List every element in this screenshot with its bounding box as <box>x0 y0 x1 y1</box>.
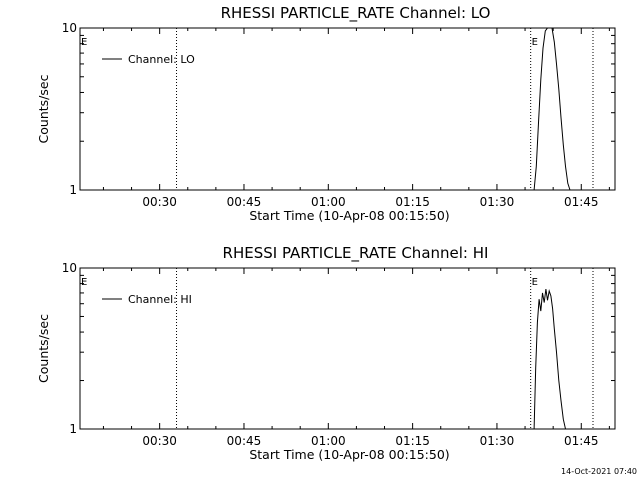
x-tick-label: 01:30 <box>480 434 515 448</box>
y-axis-label: Counts/sec <box>36 314 51 383</box>
eclipse-marker: E <box>81 37 87 48</box>
x-tick-label: 01:30 <box>480 195 515 209</box>
chart-title: RHESSI PARTICLE_RATE Channel: HI <box>223 244 489 263</box>
x-tick-label: 01:00 <box>311 195 346 209</box>
x-tick-label: 01:45 <box>564 195 599 209</box>
plot-frame <box>79 267 616 430</box>
chart-panel-hi: RHESSI PARTICLE_RATE Channel: HI 00:30 00:… <box>36 244 616 462</box>
eclipse-marker: E <box>532 277 538 288</box>
render-timestamp: 14-Oct-2021 07:40 <box>561 467 637 476</box>
x-tick-label: 01:00 <box>311 434 346 448</box>
eclipse-marker: E <box>81 277 87 288</box>
eclipse-marker: E <box>532 37 538 48</box>
x-tick-label: 00:30 <box>142 195 177 209</box>
x-axis-label: Start Time (10-Apr-08 00:15:50) <box>249 208 449 223</box>
y-axis-label: Counts/sec <box>36 74 51 143</box>
series-line <box>533 27 571 191</box>
x-tick-label: 01:15 <box>395 195 430 209</box>
chart-title: RHESSI PARTICLE_RATE Channel: LO <box>221 4 491 23</box>
legend-entry: Channel: HI <box>128 293 192 306</box>
y-tick-label: 10 <box>62 21 77 35</box>
x-tick-label: 01:15 <box>395 434 430 448</box>
y-tick-label: 1 <box>69 422 77 436</box>
y-tick-label: 10 <box>62 261 77 275</box>
plot-frame <box>79 27 616 191</box>
x-tick-label: 00:45 <box>227 434 262 448</box>
chart-panel-lo: RHESSI PARTICLE_RATE Channel: LO 00:30 00:… <box>36 4 616 223</box>
x-axis-label: Start Time (10-Apr-08 00:15:50) <box>249 447 449 462</box>
legend-entry: Channel: LO <box>128 53 195 66</box>
y-tick-label: 1 <box>69 183 77 197</box>
x-tick-label: 01:45 <box>564 434 599 448</box>
x-tick-label: 00:30 <box>142 434 177 448</box>
x-tick-label: 00:45 <box>227 195 262 209</box>
series-line <box>533 289 566 430</box>
